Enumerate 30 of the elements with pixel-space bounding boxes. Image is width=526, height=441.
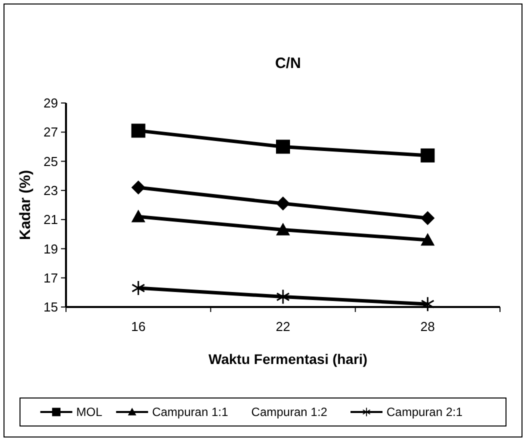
x-tick-label: 22 xyxy=(276,319,290,334)
point xyxy=(131,210,146,222)
y-tick-label: 15 xyxy=(44,300,58,315)
point xyxy=(420,148,435,162)
point xyxy=(276,222,290,236)
y-tick-label: 27 xyxy=(44,124,58,140)
y-tick-label: 25 xyxy=(44,154,58,169)
x-tick-label: 16 xyxy=(131,319,146,334)
x-tick-label: 28 xyxy=(420,319,435,334)
y-tick-label: 29 xyxy=(44,96,58,111)
point xyxy=(420,211,435,226)
legend-label: Campuran 2:1 xyxy=(386,405,463,420)
legend-label: MOL xyxy=(76,405,103,420)
point xyxy=(276,196,290,211)
y-tick-label: 21 xyxy=(44,212,58,228)
point xyxy=(420,232,435,246)
y-tick-label: 17 xyxy=(44,270,58,286)
chart-title: C/N xyxy=(275,55,301,72)
point xyxy=(276,289,290,305)
point xyxy=(131,124,146,138)
point xyxy=(132,280,146,296)
legend-label: Campuran 1:1 xyxy=(152,405,228,420)
point xyxy=(276,140,290,154)
x-axis-title: Waktu Fermentasi (hari) xyxy=(208,351,368,367)
point xyxy=(131,180,146,195)
text: Campuran 1:2 xyxy=(251,405,328,420)
y-tick-label: 23 xyxy=(44,182,58,198)
y-axis-title: Kadar (%) xyxy=(17,170,34,240)
y-tick-label: 19 xyxy=(44,241,58,256)
point xyxy=(420,296,434,312)
